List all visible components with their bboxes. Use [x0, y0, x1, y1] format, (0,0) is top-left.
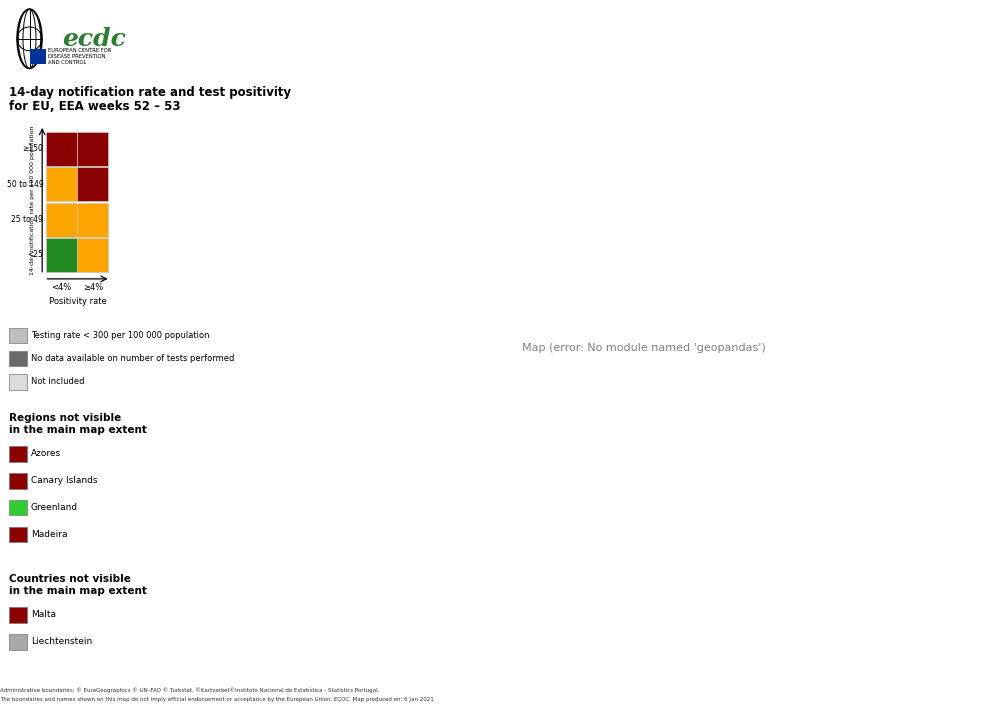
Bar: [77, 132, 108, 166]
Text: Canary Islands: Canary Islands: [31, 477, 97, 485]
Text: Positivity rate: Positivity rate: [49, 297, 106, 306]
Bar: [9, 351, 27, 366]
Text: <25: <25: [27, 251, 43, 259]
Text: Countries not visible
in the main map extent: Countries not visible in the main map ex…: [9, 574, 147, 596]
Text: ecdc: ecdc: [62, 27, 126, 51]
Bar: [46, 167, 77, 201]
Text: Azores: Azores: [31, 450, 61, 458]
Bar: [9, 446, 27, 462]
Text: 14-day notification rate and test positivity: 14-day notification rate and test positi…: [9, 86, 291, 99]
Text: 50 to 149: 50 to 149: [7, 180, 43, 189]
Text: Regions not visible
in the main map extent: Regions not visible in the main map exte…: [9, 413, 147, 435]
Bar: [9, 473, 27, 489]
Text: Map (error: No module named 'geopandas'): Map (error: No module named 'geopandas'): [522, 342, 765, 353]
Bar: [9, 374, 27, 390]
Bar: [9, 500, 27, 515]
Text: <4%: <4%: [51, 283, 71, 292]
Text: Testing rate < 300 per 100 000 population: Testing rate < 300 per 100 000 populatio…: [31, 331, 209, 340]
Text: No data available on number of tests performed: No data available on number of tests per…: [31, 354, 234, 363]
Bar: [46, 238, 77, 272]
Bar: [46, 203, 77, 237]
Text: 14-day notification rate per 100 000 population: 14-day notification rate per 100 000 pop…: [30, 125, 35, 275]
Text: Malta: Malta: [31, 611, 56, 619]
Text: EUROPEAN CENTRE FOR
DISEASE PREVENTION
AND CONTROL: EUROPEAN CENTRE FOR DISEASE PREVENTION A…: [48, 48, 111, 65]
Text: ≥4%: ≥4%: [83, 283, 103, 292]
Bar: [77, 238, 108, 272]
Text: Liechtenstein: Liechtenstein: [31, 638, 92, 646]
Text: ≥150: ≥150: [22, 145, 43, 153]
Text: 25 to 49: 25 to 49: [11, 215, 43, 224]
Bar: [77, 203, 108, 237]
Text: for EU, EEA weeks 52 – 53: for EU, EEA weeks 52 – 53: [9, 100, 180, 113]
Bar: [30, 49, 46, 64]
Bar: [77, 167, 108, 201]
Text: Madeira: Madeira: [31, 530, 67, 539]
Bar: [9, 607, 27, 623]
Bar: [46, 132, 77, 166]
Text: The boundaries and names shown on this map do not imply official endorsement or : The boundaries and names shown on this m…: [0, 697, 434, 702]
Text: Not included: Not included: [31, 378, 84, 386]
Text: Administrative boundaries: © EuroGeographics © UN–FAO © Turkstat. ©Kartverket©In: Administrative boundaries: © EuroGeograp…: [0, 688, 379, 693]
Bar: [9, 328, 27, 343]
Bar: [9, 527, 27, 542]
Text: Greenland: Greenland: [31, 503, 78, 512]
Bar: [9, 634, 27, 650]
